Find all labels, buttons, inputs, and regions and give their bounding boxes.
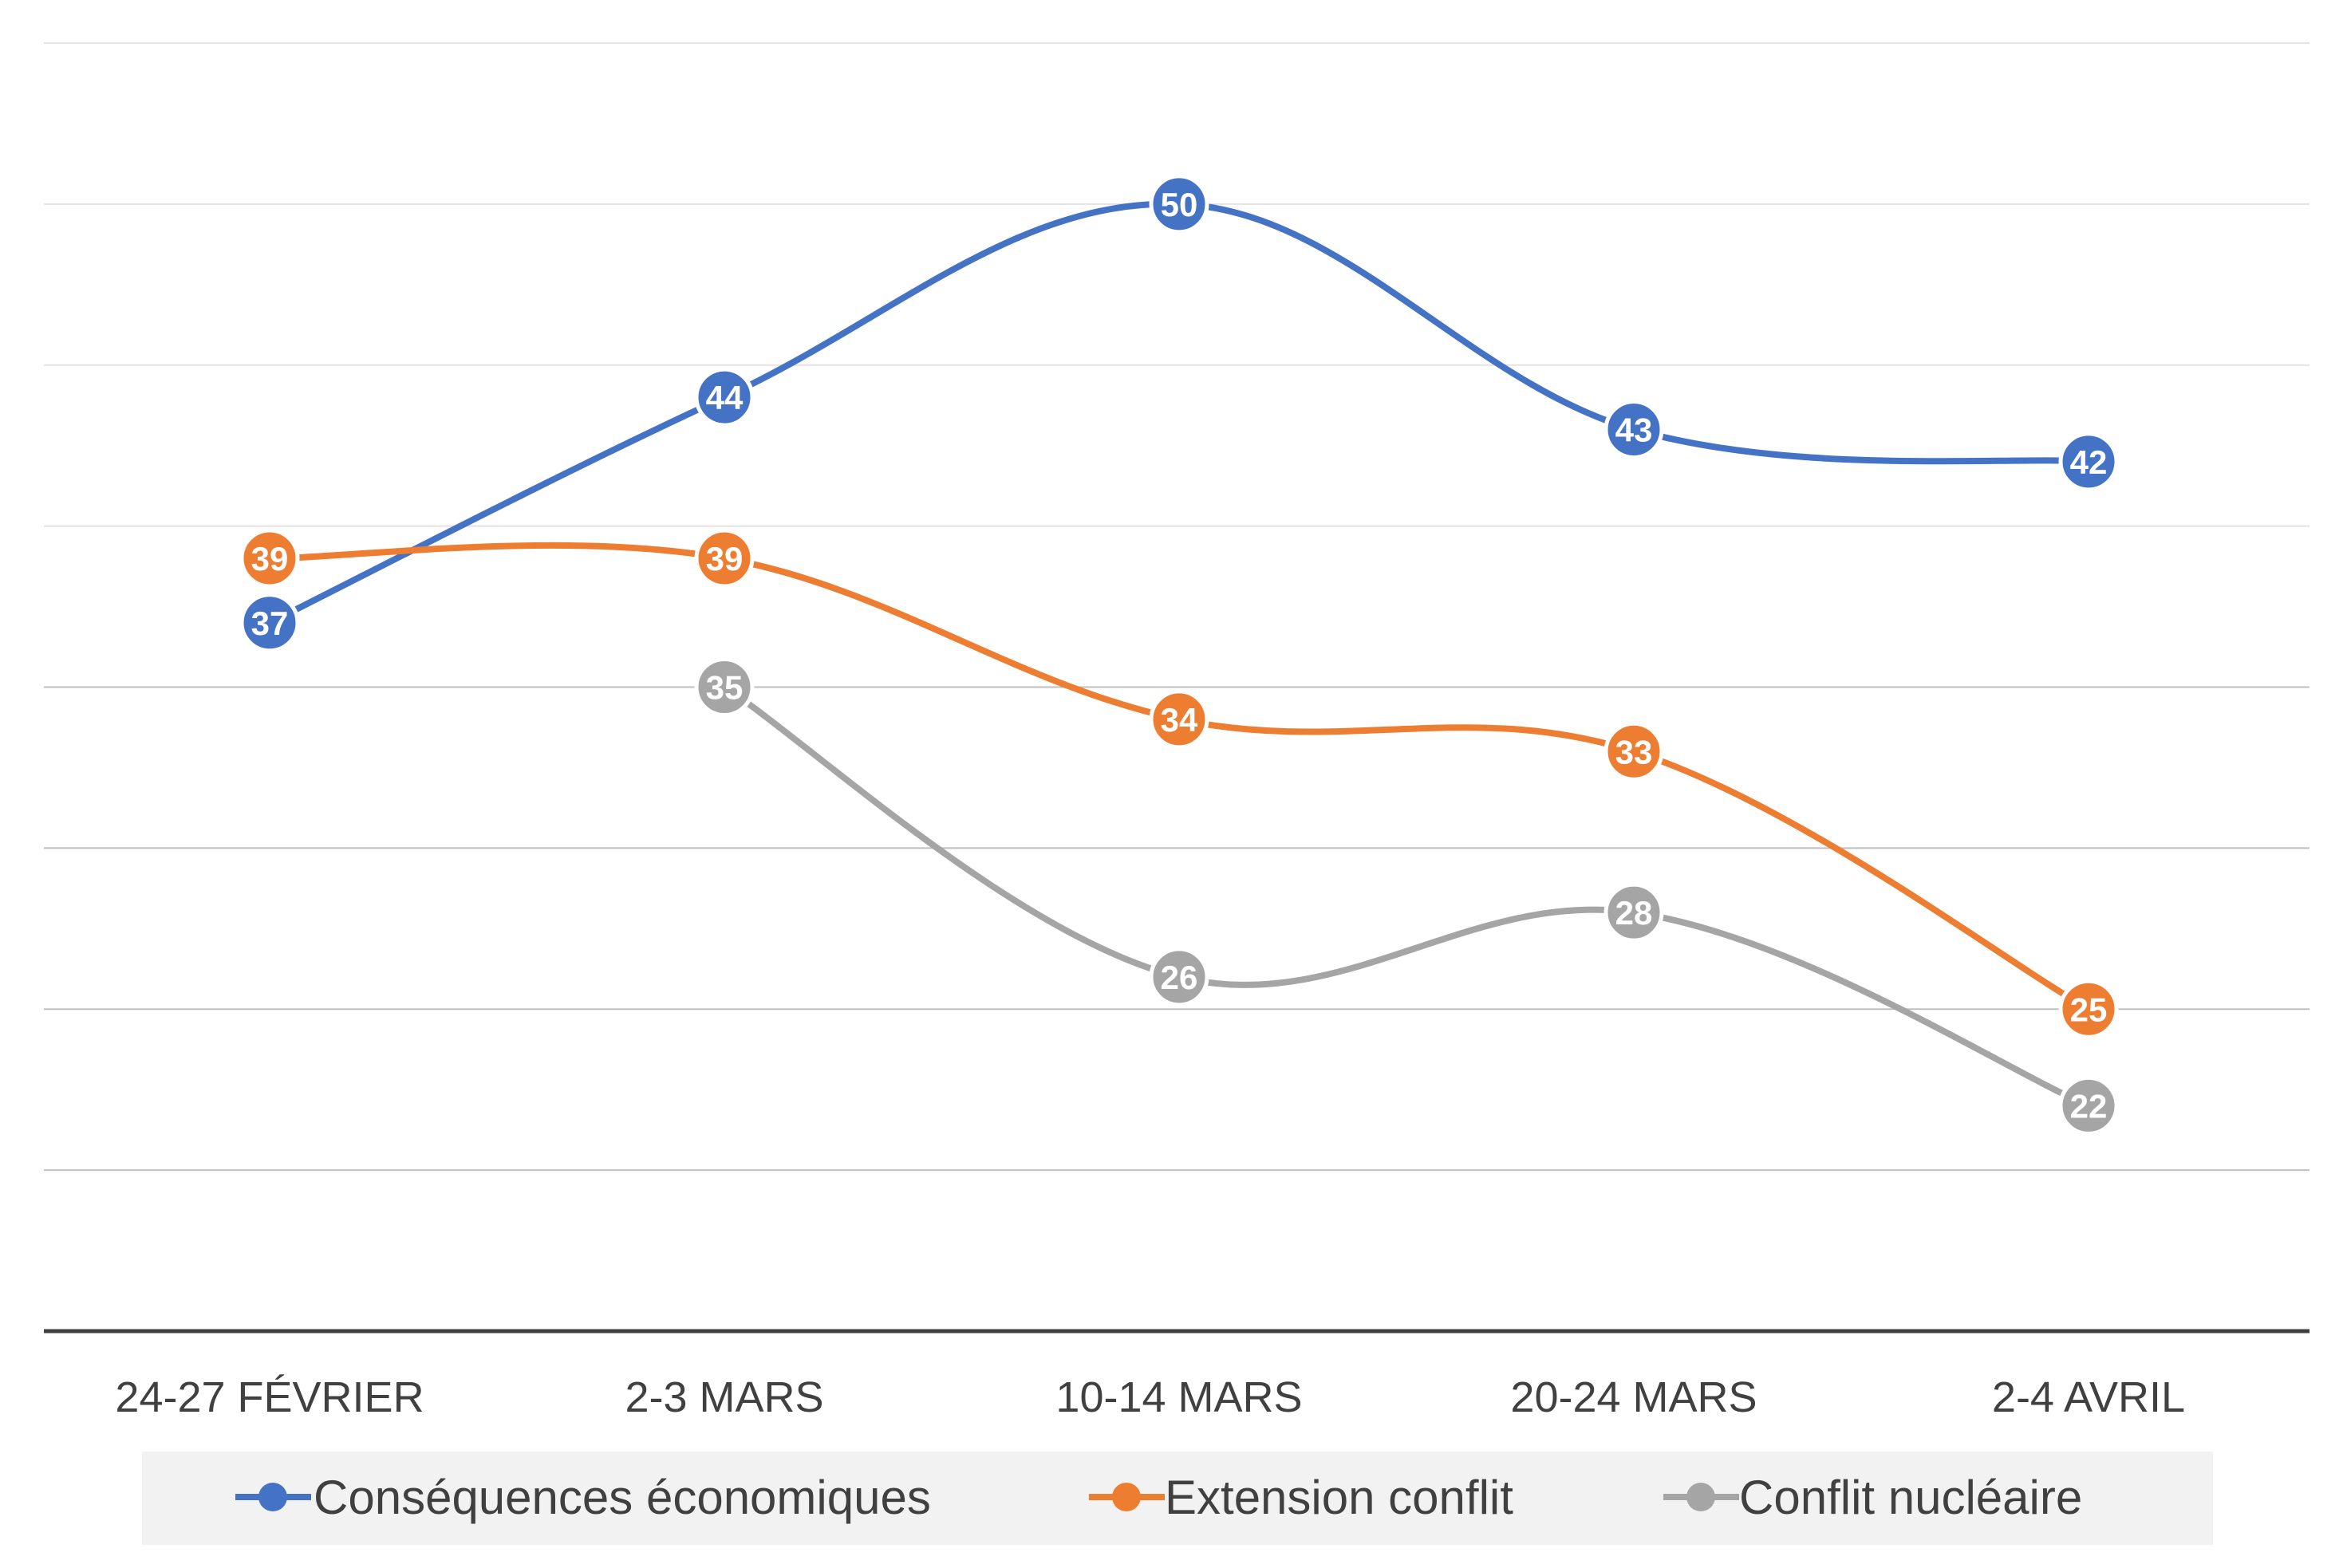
- series-consequences-economiques-data-label: 44: [706, 379, 744, 416]
- x-axis-labels: 24-27 FÉVRIER 2-3 MARS 10-14 MARS 20-24 MAR…: [115, 1373, 2185, 1421]
- x-tick-label: 10-14 MARS: [1055, 1373, 1302, 1421]
- series-extension-conflit-data-label: 25: [2070, 991, 2108, 1028]
- series-consequences-economiques-data-label: 43: [1615, 412, 1653, 449]
- series-consequences-economiques-point: [694, 367, 755, 427]
- series-extension-conflit-line: [266, 542, 2092, 1013]
- series-conflit-nucleaire-data-label: 35: [706, 669, 744, 707]
- x-tick-label: 2-4 AVRIL: [1992, 1373, 2185, 1421]
- series-consequences-economiques-point: [239, 593, 300, 653]
- series-conflit-nucleaire-data-label: 22: [2070, 1087, 2108, 1125]
- legend-box: [142, 1452, 2213, 1545]
- series-conflit-nucleaire-data-label: 28: [1615, 894, 1653, 932]
- gridlines: [44, 42, 2310, 1172]
- x-tick-label: 20-24 MARS: [1510, 1373, 1757, 1421]
- series-consequences-economiques-line: [266, 200, 2092, 626]
- series-consequences-economiques-point: [1149, 174, 1209, 234]
- series-extension-conflit-data-label: 33: [1615, 733, 1653, 770]
- series-consequences-economiques-data-label: 37: [251, 605, 289, 642]
- series-consequences-economiques-point: [1603, 400, 1664, 459]
- x-tick-label: 2-3 MARS: [625, 1373, 823, 1421]
- legend-marker: [1686, 1483, 1715, 1511]
- series-conflit-nucleaire-line: [721, 684, 2092, 1109]
- series-extension-conflit-point: [239, 528, 300, 589]
- series-conflit-nucleaire-point: [694, 657, 755, 717]
- series-conflit-nucleaire-point: [1149, 947, 1209, 1007]
- series-extension-conflit-point: [1603, 721, 1664, 782]
- series-consequences-economiques-point: [2058, 431, 2119, 492]
- series-conflit-nucleaire-data-label: 26: [1161, 959, 1198, 996]
- series-extension-conflit-point: [1149, 689, 1209, 750]
- legend-marker: [258, 1483, 287, 1511]
- legend-label: Conflit nucléaire: [1739, 1471, 2082, 1524]
- series-extension-conflit-data-label: 39: [706, 540, 744, 577]
- series-extension-conflit-point: [694, 528, 755, 589]
- series-consequences-economiques-data-label: 50: [1161, 186, 1198, 223]
- series-group: 37 44 50 43 42 39 39 34 33 25 35 26 28 22: [239, 174, 2119, 1136]
- series-extension-conflit-point: [2058, 979, 2119, 1039]
- series-extension-conflit-data-label: 39: [251, 540, 289, 577]
- series-consequences-economiques-data-label: 42: [2070, 443, 2108, 481]
- series-extension-conflit-data-label: 34: [1161, 701, 1198, 739]
- legend-label: Extension conflit: [1165, 1471, 1513, 1524]
- legend-marker: [1112, 1483, 1141, 1511]
- legend-label: Conséquences économiques: [314, 1471, 931, 1524]
- x-tick-label: 24-27 FÉVRIER: [115, 1373, 424, 1421]
- legend: Conséquences économiques Extension confli…: [235, 1471, 2082, 1524]
- series-conflit-nucleaire-point: [2058, 1075, 2119, 1136]
- series-conflit-nucleaire-point: [1603, 882, 1664, 943]
